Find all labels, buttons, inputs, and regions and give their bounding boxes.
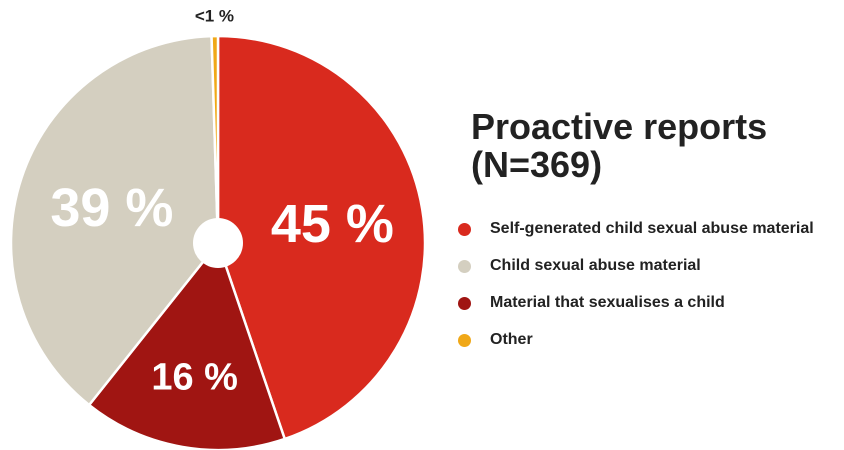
legend-item-sexualises: Material that sexualises a child: [458, 290, 814, 316]
slice-label-sexualises: 16 %: [151, 357, 238, 399]
legend-label-self-generated: Self-generated child sexual abuse materi…: [490, 220, 814, 237]
chart-legend: Self-generated child sexual abuse materi…: [458, 216, 814, 364]
chart-title: Proactive reports (N=369): [471, 108, 831, 184]
legend-label-csam: Child sexual abuse material: [490, 257, 701, 274]
legend-label-sexualises: Material that sexualises a child: [490, 294, 725, 311]
legend-item-self-generated: Self-generated child sexual abuse materi…: [458, 216, 814, 242]
legend-label-other: Other: [490, 331, 533, 348]
chart-title-line-1: Proactive reports: [471, 106, 768, 147]
legend-swatch-csam: [458, 259, 471, 273]
legend-swatch-other: [458, 333, 471, 347]
slice-sexualises: [87, 240, 287, 450]
legend-swatch-sexualises: [458, 296, 471, 310]
legend-item-other: Other: [458, 327, 814, 353]
donut-hole: [193, 218, 243, 268]
legend-swatch-self-generated: [458, 222, 471, 236]
slice-self-generated: [216, 34, 427, 441]
slice-csam: [9, 34, 220, 407]
slice-label-csam: 39 %: [50, 178, 173, 238]
legend-item-csam: Child sexual abuse material: [458, 253, 814, 279]
slice-label-other: <1 %: [195, 7, 234, 26]
slice-label-self-generated: 45 %: [271, 194, 394, 254]
slice-other: [210, 34, 220, 244]
pie-chart: 45 % 16 % 39 % <1 %: [9, 7, 427, 450]
chart-title-line-2: (N=369): [471, 144, 603, 185]
